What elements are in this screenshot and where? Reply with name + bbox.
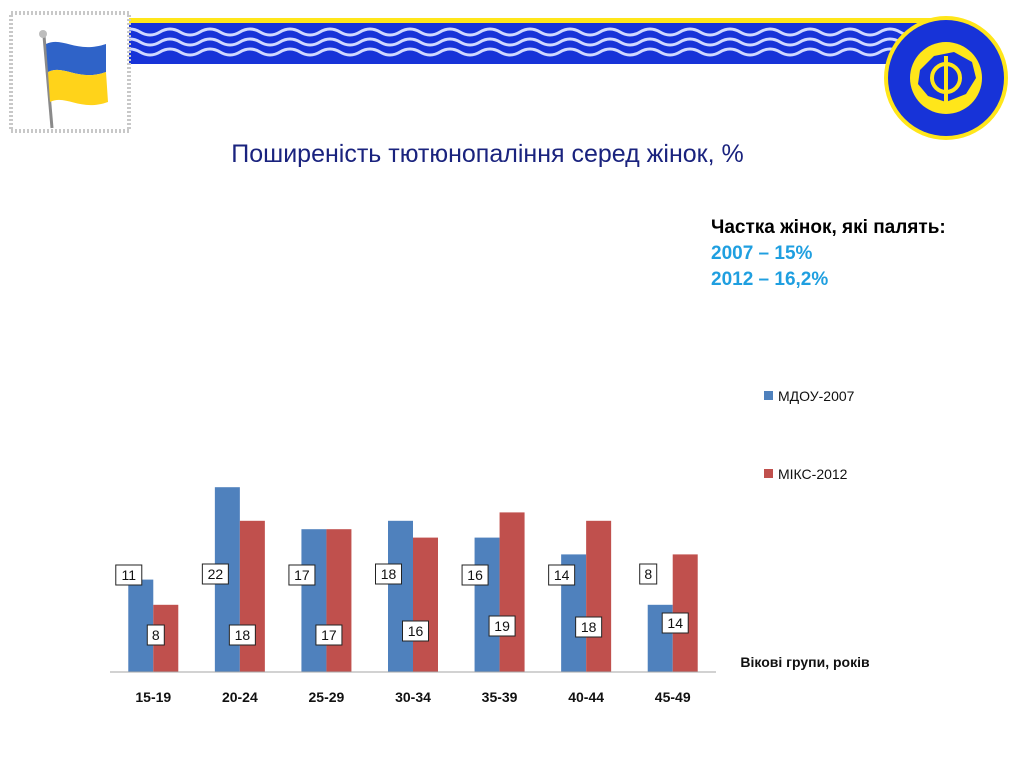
bar-2007-30-34 xyxy=(388,520,413,672)
x-tick-label-30-34: 30-34 xyxy=(395,689,431,705)
bar-2007-25-29 xyxy=(301,529,327,672)
data-label-2007-40-44: 14 xyxy=(554,567,570,583)
institute-emblem-icon xyxy=(884,16,1008,140)
header-band-top-line xyxy=(120,18,940,23)
bar-2012-25-29 xyxy=(326,529,352,672)
data-label-box-2012-20-24 xyxy=(228,624,256,646)
data-label-2007-20-24: 22 xyxy=(208,566,224,582)
ukrainian-flag-icon xyxy=(9,11,131,133)
legend-item-miks-2012: МІКС-2012 xyxy=(764,466,847,482)
data-label-box-2012-30-34 xyxy=(402,620,429,642)
data-label-2007-25-29: 17 xyxy=(294,567,310,583)
header-wave-1 xyxy=(119,27,941,37)
header-band xyxy=(119,18,941,64)
x-tick-label-15-19: 15-19 xyxy=(135,689,171,705)
x-tick-label-45-49: 45-49 xyxy=(655,689,691,705)
legend-label-miks-2012: МІКС-2012 xyxy=(778,466,848,482)
data-label-2012-30-34: 16 xyxy=(408,623,424,639)
legend-label-mdou-2007: МДОУ-2007 xyxy=(778,388,855,404)
data-label-2007-15-19: 11 xyxy=(122,567,137,583)
x-tick-label-35-39: 35-39 xyxy=(482,689,518,705)
data-label-box-2007-35-39 xyxy=(461,564,489,586)
x-tick-label-20-24: 20-24 xyxy=(222,689,258,705)
data-label-box-2007-20-24 xyxy=(201,563,229,585)
info-heading: Частка жінок, які палять: xyxy=(711,217,946,238)
data-label-box-2012-45-49 xyxy=(661,612,689,634)
bar-2012-35-39 xyxy=(499,512,525,672)
legend-item-mdou-2007: МДОУ-2007 xyxy=(764,388,854,404)
x-tick-label-25-29: 25-29 xyxy=(309,689,345,705)
bar-2007-35-39 xyxy=(474,537,500,672)
bar-2012-40-44 xyxy=(586,520,612,672)
bar-2012-30-34 xyxy=(413,537,438,672)
data-label-box-2007-15-19 xyxy=(115,564,143,586)
data-label-2012-35-39: 19 xyxy=(494,618,510,634)
legend-swatch-mdou-2007 xyxy=(764,391,773,400)
data-label-2012-20-24: 18 xyxy=(235,627,251,643)
slide-title: Поширеність тютюнопаління серед жінок, % xyxy=(231,140,744,168)
info-line-2007: 2007 – 15% xyxy=(711,243,813,264)
data-label-2007-30-34: 18 xyxy=(381,566,397,582)
info-line-2012: 2012 – 16,2% xyxy=(711,269,829,290)
data-label-box-2007-30-34 xyxy=(375,563,402,585)
data-label-2007-45-49: 8 xyxy=(644,566,652,582)
header-wave-2 xyxy=(119,37,941,47)
data-label-box-2007-25-29 xyxy=(288,564,316,586)
x-tick-label-40-44: 40-44 xyxy=(568,689,604,705)
data-label-2012-25-29: 17 xyxy=(321,627,337,643)
data-label-2007-35-39: 16 xyxy=(467,567,483,583)
bar-2012-20-24 xyxy=(239,520,265,672)
data-label-box-2007-45-49 xyxy=(639,563,658,585)
data-label-box-2012-40-44 xyxy=(575,616,603,638)
x-axis-title: Вікові групи, років xyxy=(740,654,870,670)
legend-swatch-miks-2012 xyxy=(764,469,773,478)
data-label-box-2007-40-44 xyxy=(548,564,576,586)
info-box: Частка жінок, які палять: 2007 – 15% 201… xyxy=(711,215,971,293)
data-label-2012-45-49: 14 xyxy=(667,615,683,631)
data-label-box-2012-15-19 xyxy=(146,624,165,646)
data-label-2012-15-19: 8 xyxy=(152,627,160,643)
data-label-2012-40-44: 18 xyxy=(581,619,597,635)
header-wave-3 xyxy=(119,47,941,57)
data-label-box-2012-35-39 xyxy=(488,615,516,637)
data-label-box-2012-25-29 xyxy=(315,624,343,646)
